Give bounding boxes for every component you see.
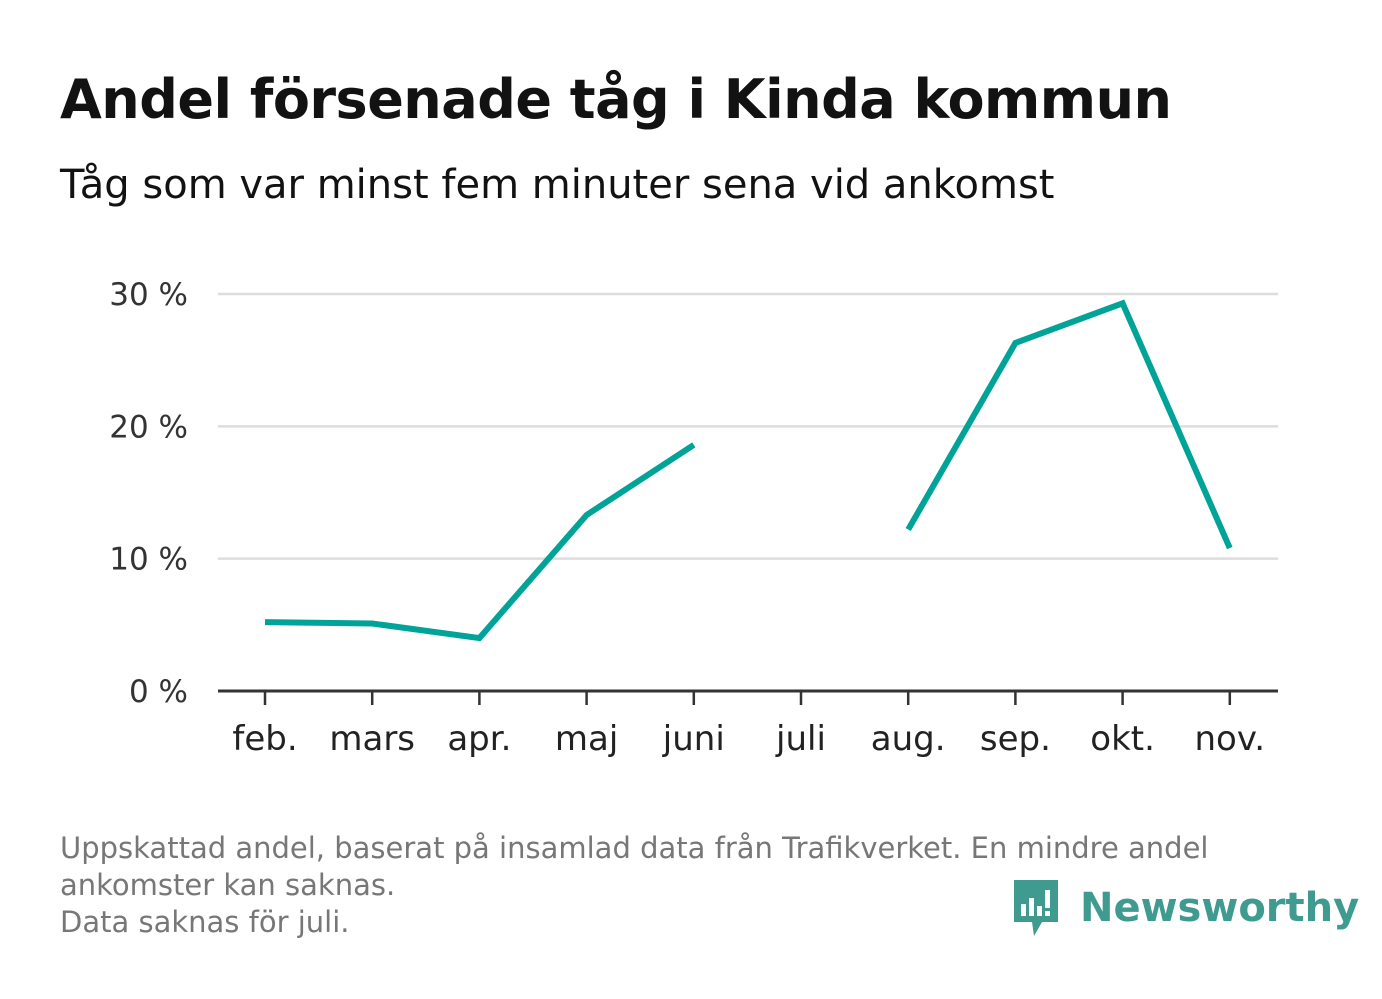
footnote-line-2: ankomster kan saknas. [60, 868, 396, 902]
y-tick-label-20: 20 % [109, 409, 188, 445]
x-tick-label: maj [555, 719, 618, 759]
x-axis-labels: feb. mars apr. maj juni juli aug. sep. okt. nov. [232, 719, 1265, 759]
x-tick-label: okt. [1090, 719, 1155, 759]
x-axis [218, 689, 1278, 705]
footnote-line-3: Data saknas för juli. [60, 905, 350, 939]
brand-logo: Newsworthy [1012, 878, 1359, 938]
x-tick-label: feb. [232, 719, 297, 759]
footnote: Uppskattad andel, baserat på insamlad da… [60, 830, 1340, 941]
x-tick-label: juli [775, 719, 826, 759]
y-tick-label-30: 30 % [109, 277, 188, 313]
chart-title: Andel försenade tåg i Kinda kommun [60, 68, 1172, 131]
chart-subtitle: Tåg som var minst fem minuter sena vid a… [60, 162, 1055, 208]
x-tick-label: sep. [980, 719, 1051, 759]
series-line-segment-1 [264, 442, 696, 642]
series-lines [264, 299, 1233, 642]
x-tick-label: mars [329, 719, 415, 759]
newsworthy-icon [1014, 880, 1058, 936]
y-tick-label-0: 0 % [129, 674, 188, 710]
line-chart: 0 % 10 % 20 % 30 % feb. mars apr. maj juni juli a… [109, 277, 1278, 759]
x-tick-label: nov. [1194, 719, 1265, 759]
y-tick-label-10: 10 % [109, 542, 188, 578]
brand-name: Newsworthy [1080, 885, 1360, 931]
x-tick-label: aug. [871, 719, 946, 759]
y-axis-labels: 0 % 10 % 20 % 30 % [109, 277, 188, 710]
series-line-segment-2 [905, 299, 1233, 550]
x-tick-label: juni [662, 719, 725, 759]
x-tick-label: apr. [447, 719, 511, 759]
grid-lines [218, 292, 1278, 560]
footnote-line-1: Uppskattad andel, baserat på insamlad da… [60, 831, 1209, 865]
